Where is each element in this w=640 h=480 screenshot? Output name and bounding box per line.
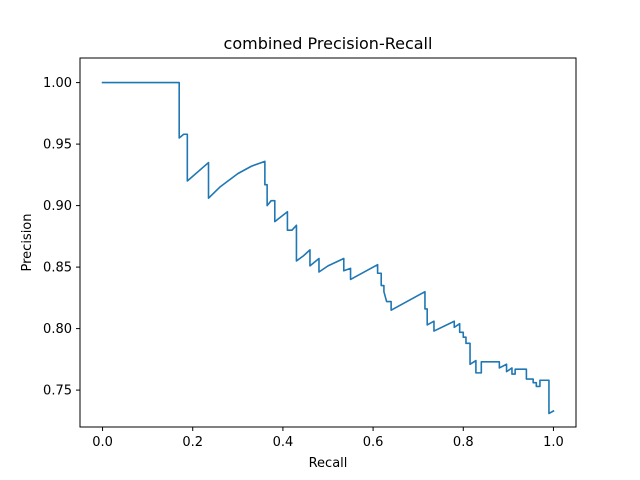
x-axis: 0.0 0.2 0.4 0.6 0.8 1.0	[92, 427, 564, 450]
y-axis-label: Precision	[20, 213, 35, 271]
x-tick-label: 0.4	[273, 435, 294, 450]
x-tick-label: 0.6	[363, 435, 384, 450]
y-tick-label: 0.80	[43, 322, 72, 337]
x-tick-label: 0.8	[453, 435, 474, 450]
y-tick-label: 0.85	[43, 261, 72, 276]
x-tick-label: 0.2	[182, 435, 203, 450]
axes-frame	[79, 57, 577, 428]
y-tick-label: 0.95	[43, 138, 72, 153]
y-tick-label: 0.90	[43, 199, 72, 214]
y-tick-label: 1.00	[43, 76, 72, 91]
y-axis: 0.75 0.80 0.85 0.90 0.95 1.00	[43, 76, 80, 399]
chart-title: combined Precision-Recall	[224, 34, 433, 53]
x-tick-label: 0.0	[92, 435, 113, 450]
x-tick-label: 1.0	[543, 435, 564, 450]
series-line-0	[101, 81, 555, 415]
plot-area	[101, 81, 555, 415]
y-tick-label: 0.75	[43, 384, 72, 399]
x-axis-label: Recall	[309, 456, 348, 471]
